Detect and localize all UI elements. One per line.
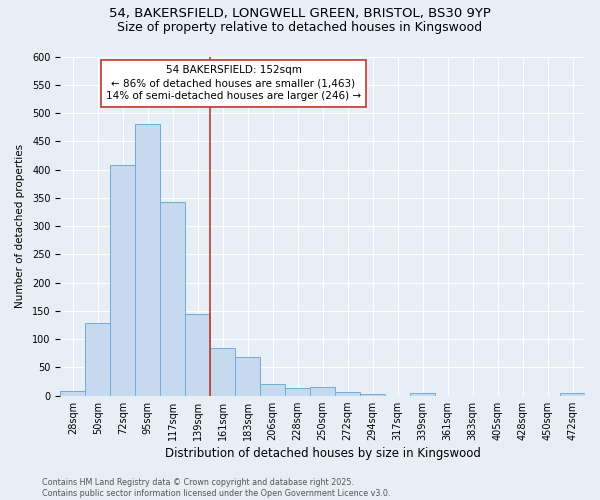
Bar (360, 394, 385, 396)
Bar (235, 358, 260, 396)
Bar (85, 324, 110, 396)
Bar (110, 165, 135, 396)
Bar (285, 388, 310, 396)
Bar (60, 391, 85, 396)
Text: 54, BAKERSFIELD, LONGWELL GREEN, BRISTOL, BS30 9YP: 54, BAKERSFIELD, LONGWELL GREEN, BRISTOL… (109, 8, 491, 20)
X-axis label: Distribution of detached houses by size in Kingswood: Distribution of detached houses by size … (165, 447, 481, 460)
Bar (335, 392, 360, 396)
Bar (160, 202, 185, 396)
Bar (310, 387, 335, 396)
Text: Contains HM Land Registry data © Crown copyright and database right 2025.
Contai: Contains HM Land Registry data © Crown c… (42, 478, 391, 498)
Bar (410, 394, 435, 396)
Bar (210, 348, 235, 396)
Bar (560, 394, 585, 396)
Text: Size of property relative to detached houses in Kingswood: Size of property relative to detached ho… (118, 21, 482, 34)
Y-axis label: Number of detached properties: Number of detached properties (15, 144, 25, 308)
Text: 54 BAKERSFIELD: 152sqm
← 86% of detached houses are smaller (1,463)
14% of semi-: 54 BAKERSFIELD: 152sqm ← 86% of detached… (106, 65, 361, 102)
Bar (260, 384, 285, 396)
Bar (185, 314, 210, 396)
Bar (135, 124, 160, 396)
